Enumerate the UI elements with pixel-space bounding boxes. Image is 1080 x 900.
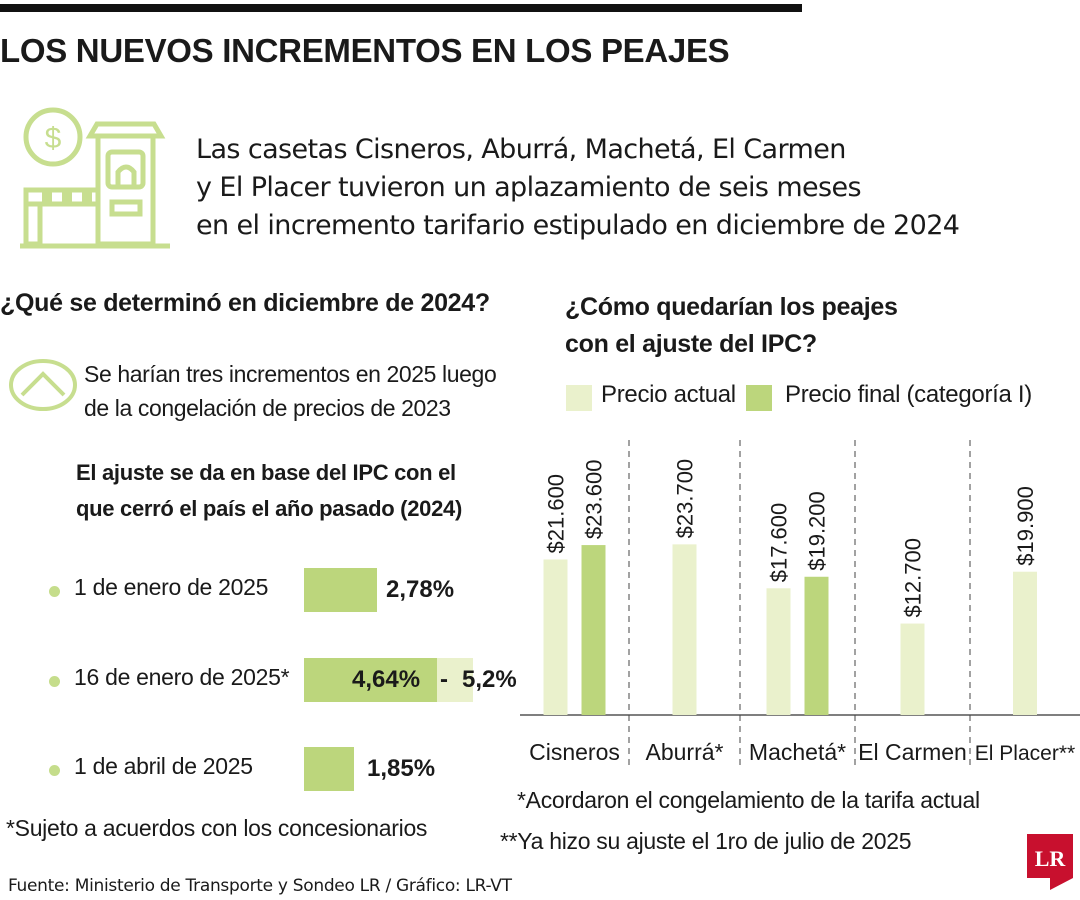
bar-value-label: $19.200 — [805, 491, 830, 571]
increment-date: 1 de abril de 2025 — [74, 753, 253, 779]
svg-text:$: $ — [45, 122, 62, 155]
category-label: Aburrá* — [646, 739, 724, 765]
bar-actual — [900, 623, 925, 715]
increment-date: 1 de enero de 2025 — [74, 574, 269, 600]
bar-actual — [672, 544, 697, 715]
legend-swatch-final — [746, 385, 772, 411]
intro-line: en el incremento tarifario estipulado en… — [196, 210, 960, 241]
increment-value: 4,64% — [352, 666, 421, 693]
category-label: El Placer** — [975, 742, 1075, 765]
chevron-up-icon — [9, 359, 77, 411]
increment-range-end: 5,2% — [462, 666, 517, 693]
bar-final — [804, 576, 829, 715]
chart-footnote-2: **Ya hizo su ajuste el 1ro de julio de 2… — [500, 828, 912, 854]
bullet-dot — [49, 676, 60, 687]
chart-footnote-1: *Acordaron el congelamiento de la tarifa… — [517, 787, 980, 813]
toll-booth-icon: $ — [20, 107, 170, 249]
increments-note: Se harían tres incrementos en 2025 luego… — [84, 357, 497, 425]
legend-label-final: Precio final (categoría I) — [785, 381, 1032, 408]
basis-line: que cerró el país el año pasado (2024) — [76, 496, 462, 521]
bar-actual — [543, 559, 568, 715]
intro-line: Las casetas Cisneros, Aburrá, Machetá, E… — [196, 134, 846, 165]
legend-swatch-actual — [566, 385, 592, 411]
ipc-basis-note: El ajuste se da en base del IPC con el q… — [76, 455, 462, 527]
note-line: de la congelación de precios de 2023 — [84, 395, 451, 421]
increment-bar — [304, 747, 354, 791]
bar-value-label: $19.900 — [1013, 486, 1038, 566]
increment-value: 2,78% — [386, 576, 455, 603]
bar-value-label: $12.700 — [901, 538, 926, 618]
bar-actual — [1013, 571, 1037, 715]
increment-range-bar — [437, 658, 473, 702]
increment-value: 1,85% — [367, 755, 436, 782]
increment-bar — [304, 658, 437, 702]
toll-price-chart: $21.600 $23.600 Cisneros $23.700 Aburrá* $17.… — [520, 440, 1080, 770]
bullet-dot — [49, 586, 60, 597]
page-title: LOS NUEVOS INCREMENTOS EN LOS PEAJES — [0, 32, 730, 69]
bar-final — [581, 545, 606, 715]
intro-text: Las casetas Cisneros, Aburrá, Machetá, E… — [196, 131, 1066, 245]
right-heading-line: ¿Cómo quedarían los peajes — [565, 293, 898, 321]
bar-actual — [766, 588, 791, 715]
note-line: Se harían tres incrementos en 2025 luego — [84, 361, 497, 387]
category-label: Machetá* — [749, 739, 846, 765]
bar-value-label: $23.700 — [673, 459, 698, 539]
left-footnote: *Sujeto a acuerdos con los concesionario… — [6, 815, 428, 841]
bar-value-label: $21.600 — [544, 474, 569, 554]
legend-label-actual: Precio actual — [601, 381, 736, 408]
increment-date: 16 de enero de 2025* — [74, 664, 290, 690]
right-heading-line: con el ajuste del IPC? — [565, 330, 817, 358]
bar-value-label: $23.600 — [582, 460, 607, 540]
basis-line: El ajuste se da en base del IPC con el — [76, 460, 456, 485]
increment-bar — [304, 568, 377, 612]
right-heading: ¿Cómo quedarían los peajes con el ajuste… — [565, 289, 898, 363]
top-rule — [0, 4, 802, 12]
bullet-dot — [49, 765, 60, 776]
left-heading: ¿Qué se determinó en diciembre de 2024? — [0, 289, 490, 317]
bar-value-label: $17.600 — [767, 503, 792, 583]
svg-text:LR: LR — [1035, 846, 1067, 871]
lr-logo: LR — [1027, 834, 1073, 890]
source-credit: Fuente: Ministerio de Transporte y Sonde… — [8, 876, 512, 896]
category-label: El Carmen — [858, 739, 967, 765]
chart-legend: Precio actual Precio final (categoría I) — [566, 381, 1066, 415]
range-separator: - — [440, 666, 448, 693]
category-label: Cisneros — [529, 739, 620, 765]
intro-line: y El Placer tuvieron un aplazamiento de … — [196, 172, 862, 203]
